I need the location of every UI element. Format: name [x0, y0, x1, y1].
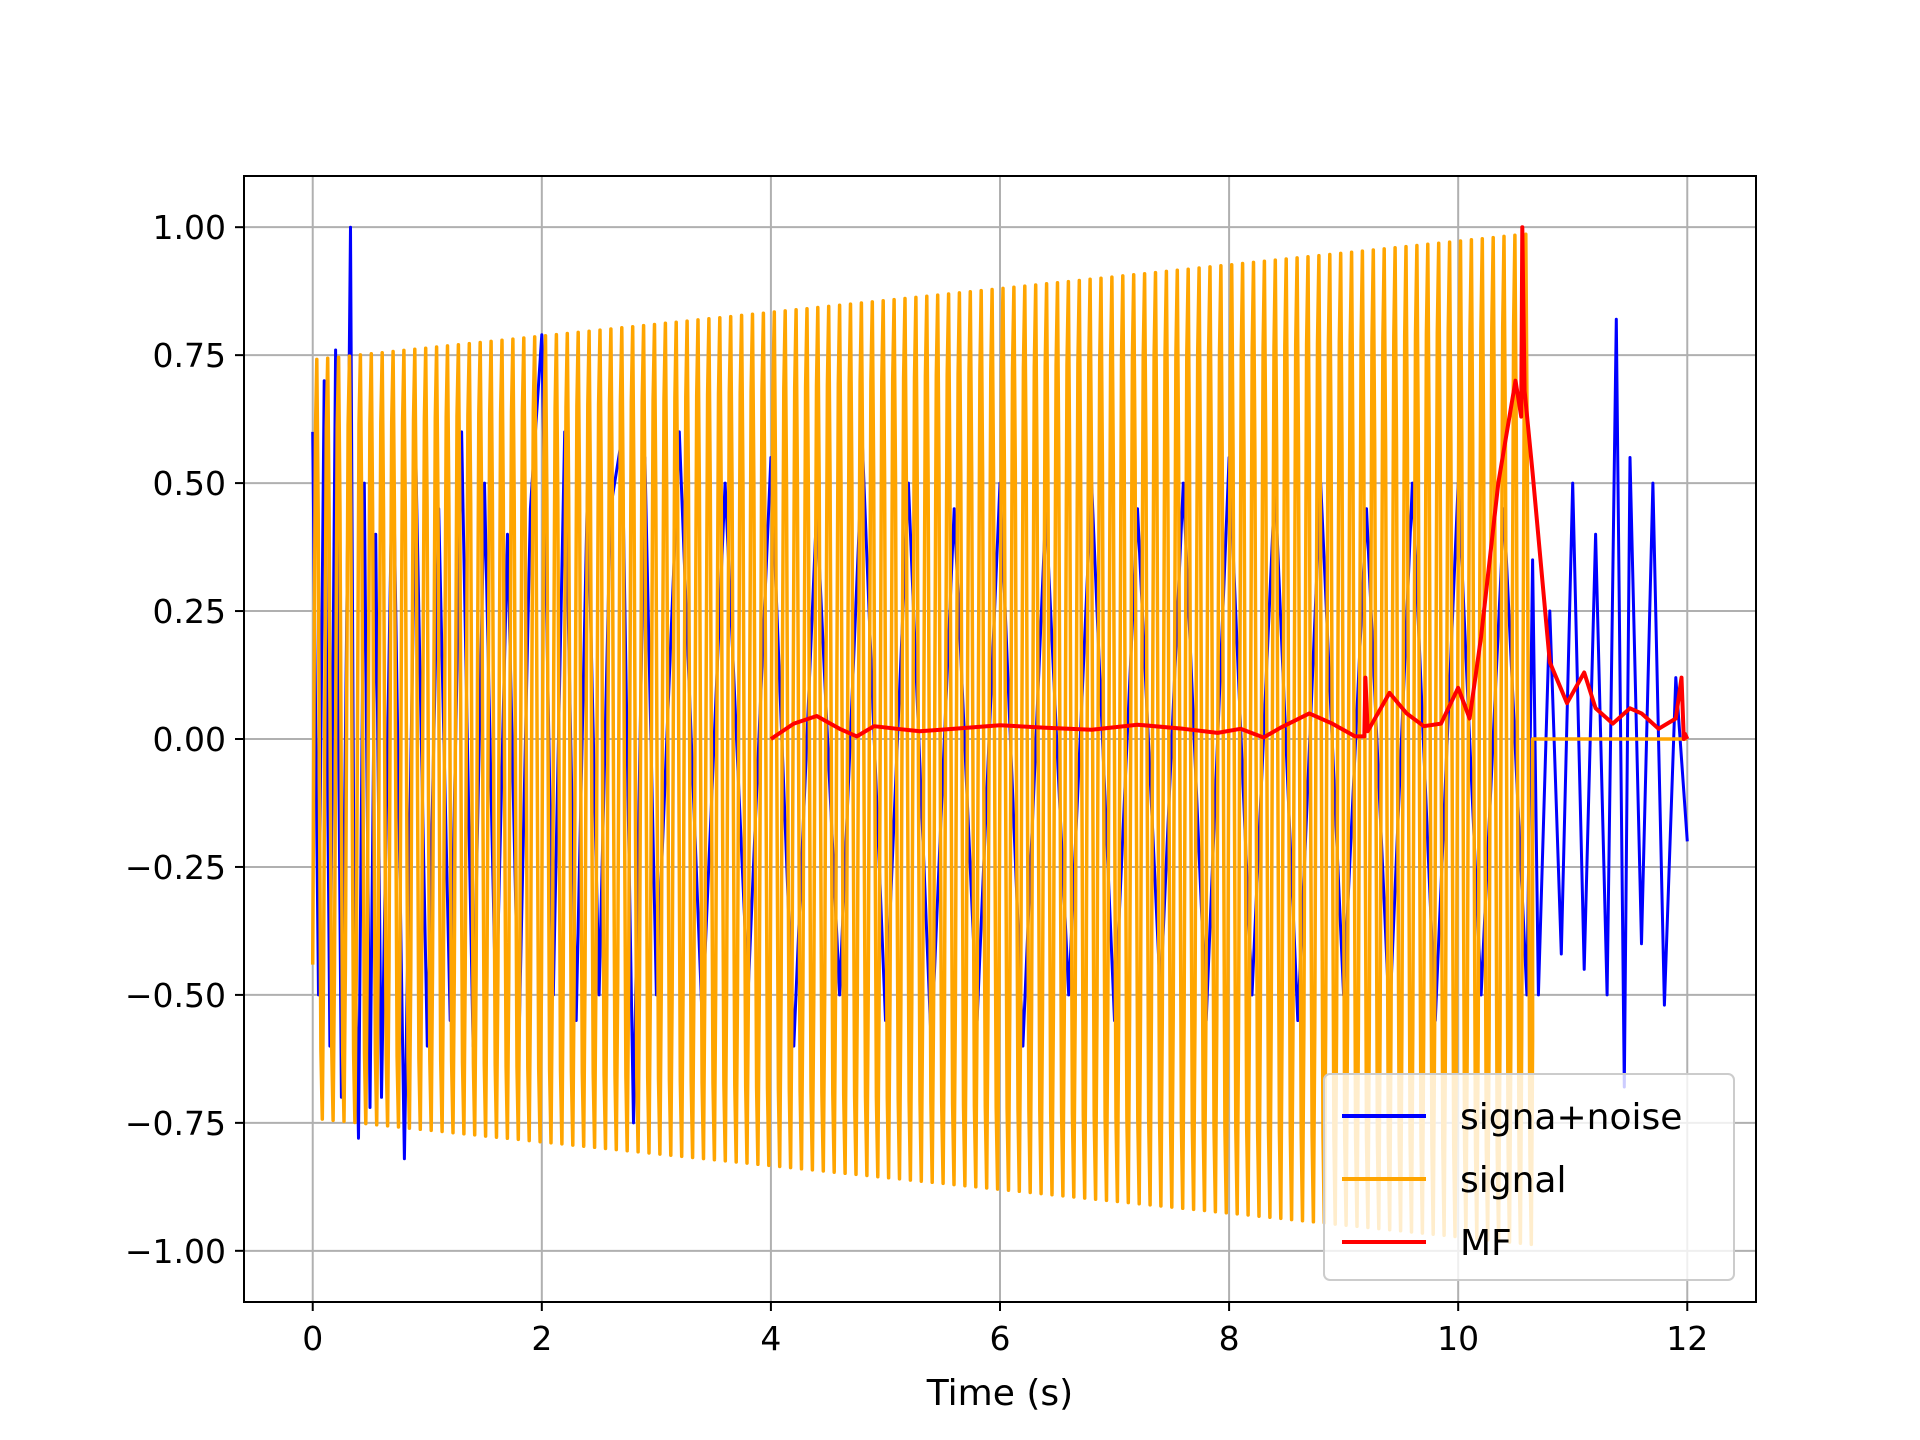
- series-group: [310, 225, 1690, 1247]
- y-tick-label: 0.50: [153, 464, 226, 503]
- x-tick-label: 0: [302, 1319, 323, 1358]
- y-tick-label: 0.00: [153, 720, 226, 759]
- x-tick-label: 10: [1437, 1319, 1479, 1358]
- y-tick-label: 0.75: [153, 336, 226, 375]
- plot-area: [310, 225, 1690, 1247]
- series-mf: [769, 225, 1690, 741]
- y-tick-label: 1.00: [153, 208, 226, 247]
- legend-box: [1323, 1073, 1735, 1281]
- x-tick-label: 6: [990, 1319, 1011, 1358]
- y-tick-label: −1.00: [125, 1232, 226, 1271]
- x-tick-label: 4: [760, 1319, 781, 1358]
- x-axis-label: Time (s): [926, 1373, 1073, 1414]
- y-tick-label: −0.25: [125, 848, 226, 887]
- y-tick-label: −0.50: [125, 976, 226, 1015]
- x-tick-label: 2: [531, 1319, 552, 1358]
- x-tick-label: 8: [1219, 1319, 1240, 1358]
- y-tick-label: 0.25: [153, 592, 226, 631]
- x-tick-label: 12: [1666, 1319, 1708, 1358]
- axis-ticks: 0 2 4 6 8 10 12 1.00 0.75 0.50 0.25 0.00 −0.25 −0.50 −…: [125, 208, 1708, 1358]
- legend-label: signa+noise: [1460, 1097, 1682, 1138]
- legend: signa+noise signal MF: [1323, 1073, 1735, 1281]
- series-signal: [310, 232, 1688, 1247]
- legend-label: MF: [1460, 1223, 1512, 1264]
- y-tick-label: −0.75: [125, 1104, 226, 1143]
- legend-label: signal: [1460, 1160, 1567, 1201]
